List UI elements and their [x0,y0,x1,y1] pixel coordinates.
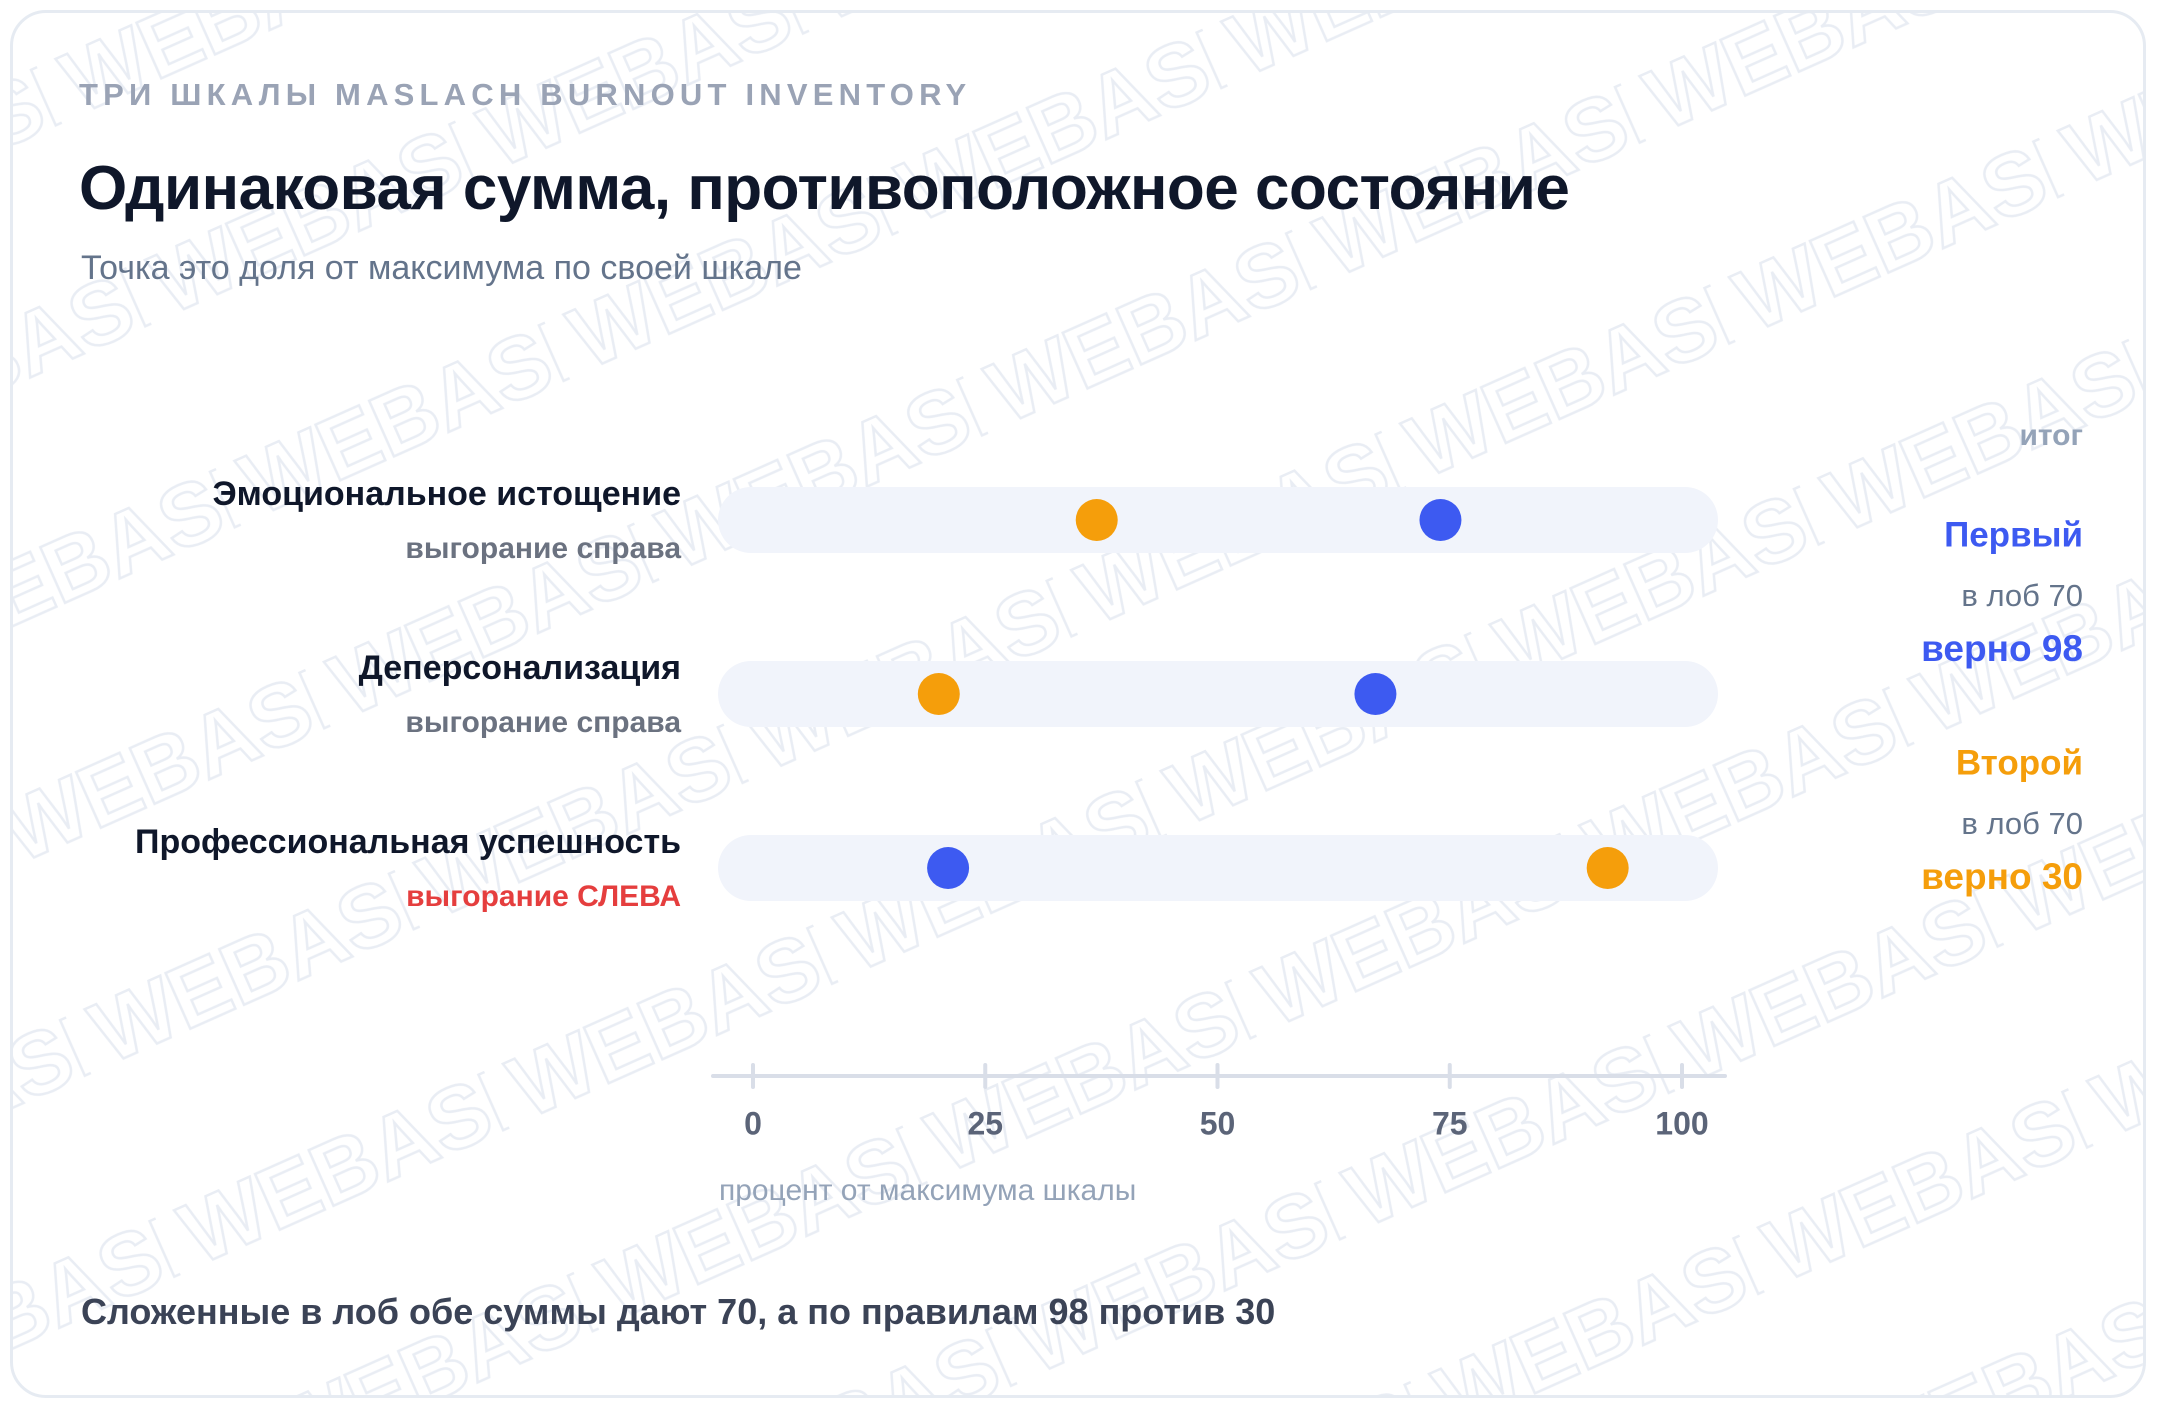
dot-second [1586,847,1629,889]
x-tick-label: 50 [1200,1105,1236,1141]
row-track [718,661,1718,727]
summary-correct-sum: верно 98 [1921,628,2083,669]
summary-naive-sum: в лоб 70 [1961,806,2083,841]
row-track [718,835,1718,901]
dot-first [927,847,970,889]
summary-heading: итог [2019,419,2083,452]
chart-kicker: ТРИ ШКАЛЫ MASLACH BURNOUT INVENTORY [79,77,972,112]
summary-name: Первый [1944,515,2083,554]
dot-second [917,673,960,715]
x-tick-label: 100 [1655,1105,1708,1141]
x-tick-label: 0 [744,1105,762,1141]
dot-first [1354,673,1397,715]
x-axis-title: процент от максимума шкалы [719,1174,1136,1207]
dot-second [1075,499,1118,541]
chart-title: Одинаковая сумма, противоположное состоя… [79,154,1570,223]
chart-card: WEBASK ТРИ ШКАЛЫ MASLACH BURNOUT INVENTO… [10,10,2146,1398]
category-label: Профессиональная успешность [135,823,681,861]
category-note: выгорание справа [405,532,681,565]
summary-correct-sum: верно 30 [1921,856,2083,897]
chart-subtitle: Точка это доля от максимума по своей шка… [81,249,802,287]
category-note: выгорание справа [405,706,681,739]
category-label: Деперсонализация [359,649,681,687]
dot-plot: Эмоциональное истощение выгорание справа Д… [135,419,2083,1207]
summary-name: Второй [1956,743,2083,782]
category-note-warning: выгорание СЛЕВА [406,880,681,913]
x-tick-label: 75 [1432,1105,1468,1141]
summary-naive-sum: в лоб 70 [1961,578,2083,613]
row-track [718,487,1718,553]
chart-footnote: Сложенные в лоб обе суммы дают 70, а по … [81,1291,1276,1332]
x-tick-label: 25 [967,1105,1003,1141]
dot-first [1419,499,1462,541]
category-label: Эмоциональное истощение [212,475,681,513]
